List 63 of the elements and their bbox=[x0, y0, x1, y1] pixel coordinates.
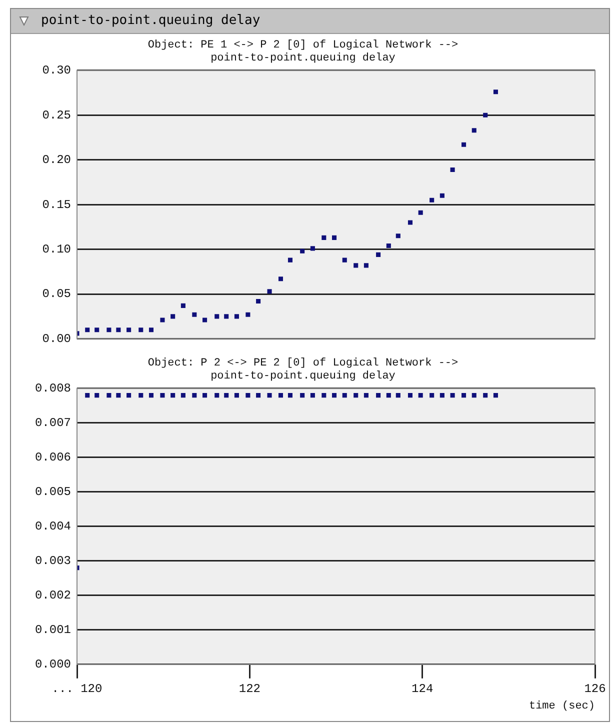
point bbox=[462, 142, 466, 147]
x-axis-title: time (sec) bbox=[528, 700, 595, 712]
point bbox=[246, 312, 250, 317]
point bbox=[126, 328, 132, 332]
x-tick-label: 124 bbox=[412, 682, 434, 696]
point bbox=[267, 289, 272, 294]
point bbox=[376, 252, 381, 257]
point bbox=[300, 248, 305, 254]
point bbox=[493, 90, 498, 94]
point bbox=[148, 328, 154, 332]
y-tick-label: 0.00 bbox=[42, 332, 71, 346]
y-tick-label: 0.25 bbox=[42, 108, 71, 122]
point bbox=[396, 234, 400, 238]
point bbox=[332, 235, 337, 240]
point bbox=[450, 167, 455, 172]
point bbox=[116, 328, 121, 332]
y-tick-label: 0.005 bbox=[34, 485, 71, 500]
point bbox=[202, 318, 208, 322]
point bbox=[483, 112, 488, 118]
point bbox=[214, 314, 220, 319]
x-tick-label: ... 120 bbox=[52, 682, 102, 696]
y-tick-label: 0.008 bbox=[34, 382, 71, 396]
point bbox=[430, 198, 434, 202]
point bbox=[386, 243, 391, 248]
point bbox=[170, 314, 176, 319]
point bbox=[94, 328, 100, 332]
point bbox=[278, 276, 284, 282]
point bbox=[310, 246, 315, 251]
point bbox=[418, 210, 423, 215]
point bbox=[288, 258, 293, 262]
point bbox=[342, 258, 347, 262]
point bbox=[224, 314, 229, 319]
y-tick-label: 0.000 bbox=[34, 658, 71, 672]
x-tick-label: 126 bbox=[584, 682, 606, 696]
y-tick-label: 0.006 bbox=[34, 450, 71, 465]
point bbox=[364, 263, 368, 268]
y-tick-label: 0.15 bbox=[42, 198, 71, 212]
point bbox=[180, 303, 186, 308]
point bbox=[408, 220, 413, 225]
point bbox=[472, 128, 476, 133]
point bbox=[192, 312, 197, 317]
x-tick-label: 122 bbox=[238, 682, 260, 696]
y-tick-label: 0.003 bbox=[34, 554, 71, 568]
point bbox=[234, 314, 239, 319]
y-tick-label: 0.002 bbox=[34, 588, 71, 603]
y-tick-label: 0.001 bbox=[34, 623, 71, 638]
y-tick-label: 0.30 bbox=[42, 64, 71, 78]
point bbox=[440, 193, 444, 198]
chart-title: Object: PE 1 <-> P 2 [0] of Logical Network --> point-to-point.queuing delay bbox=[148, 40, 458, 65]
y-tick-label: 0.05 bbox=[42, 287, 71, 302]
point bbox=[256, 298, 261, 304]
chart-title: Object: P 2 <-> PE 2 [0] of Logical Network --> point-to-point.queuing delay bbox=[148, 358, 458, 383]
y-tick-label: 0.004 bbox=[34, 520, 71, 534]
point bbox=[322, 235, 326, 240]
y-tick-label: 0.10 bbox=[42, 242, 71, 257]
y-tick-label: 0.20 bbox=[42, 153, 71, 168]
y-tick-label: 0.007 bbox=[34, 416, 71, 430]
text: point-to-point.queuing delay bbox=[41, 13, 260, 28]
point bbox=[160, 318, 165, 322]
point bbox=[354, 263, 358, 268]
point bbox=[138, 328, 144, 332]
point bbox=[106, 328, 112, 332]
point bbox=[85, 328, 90, 332]
